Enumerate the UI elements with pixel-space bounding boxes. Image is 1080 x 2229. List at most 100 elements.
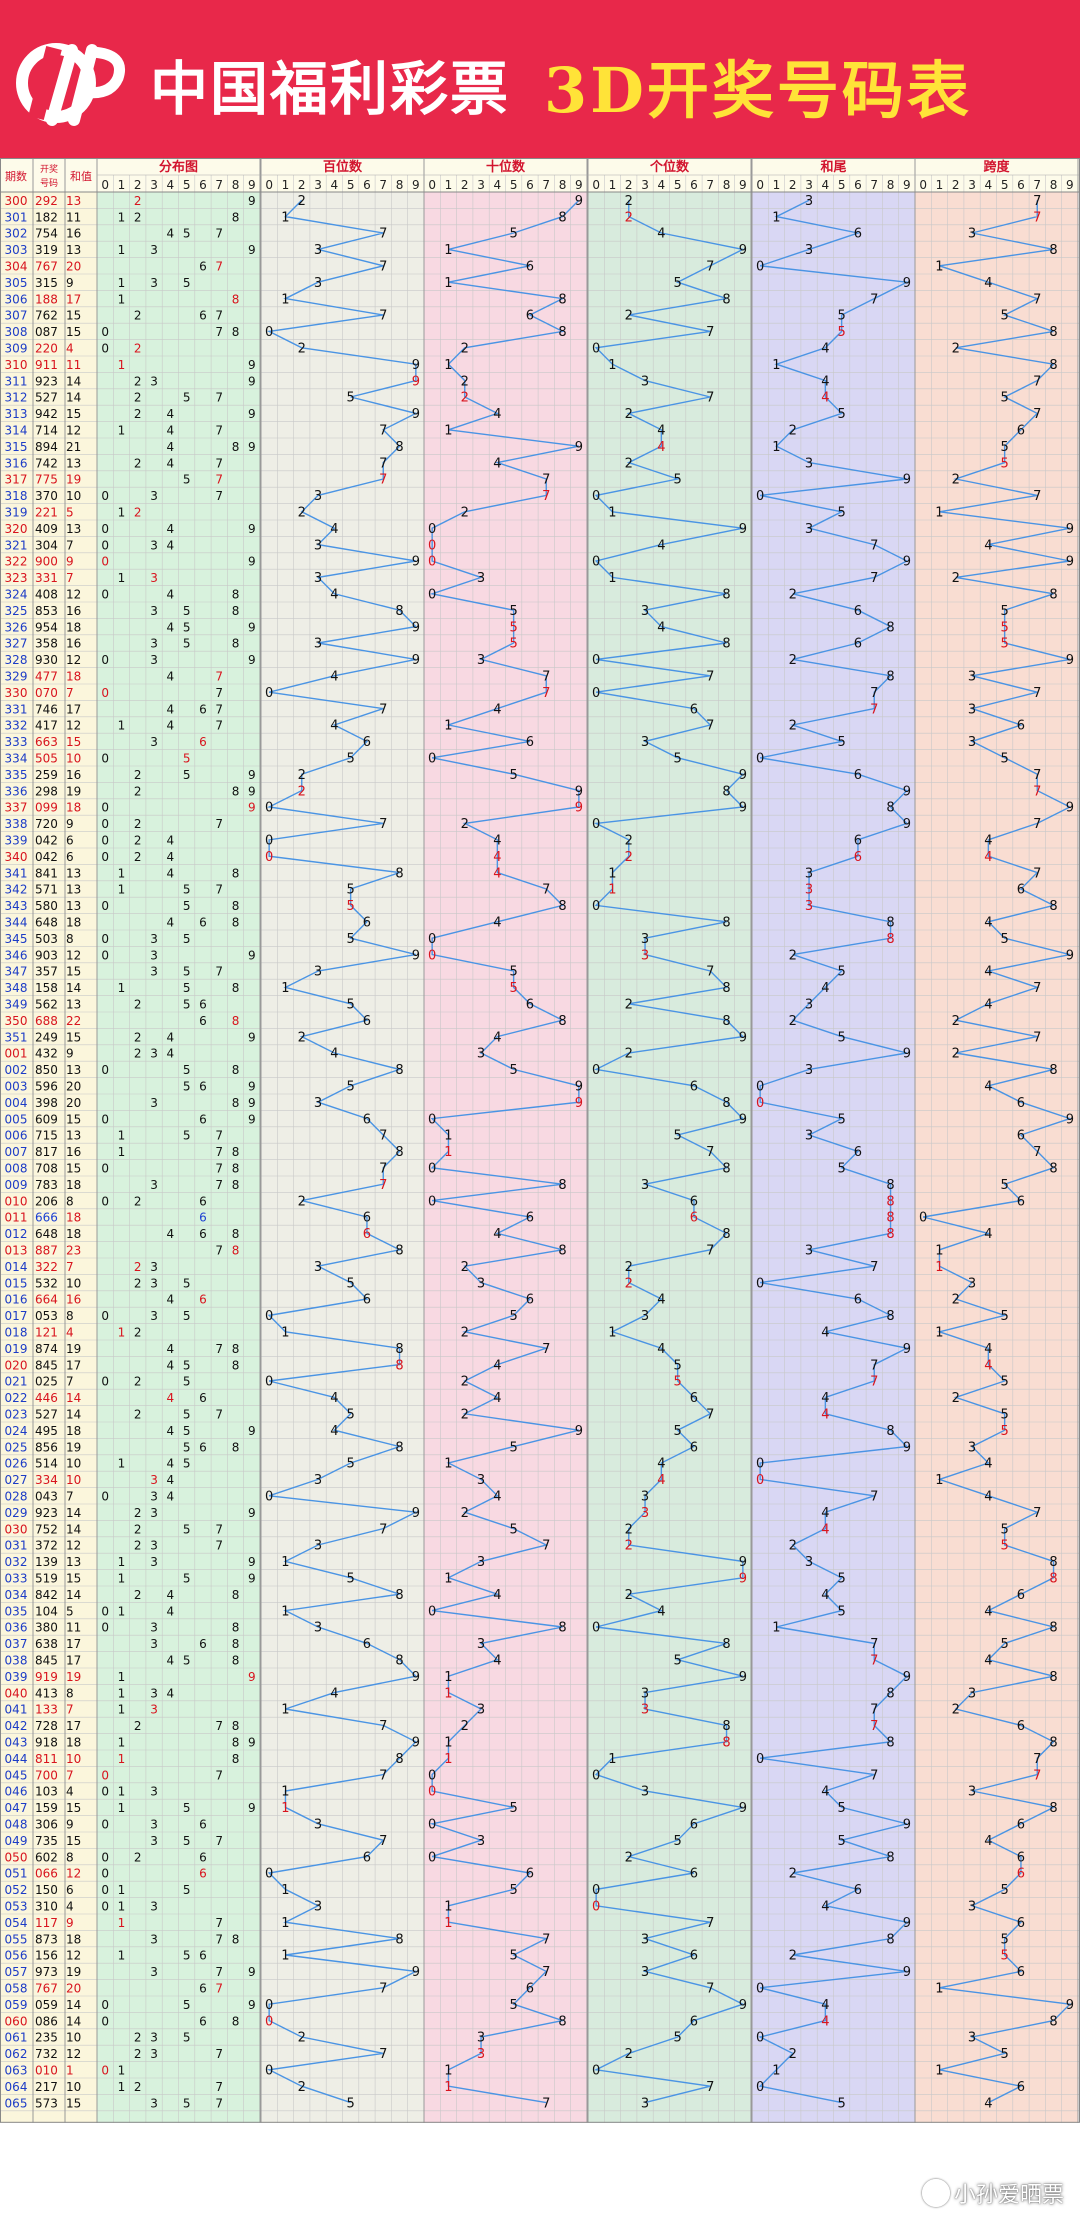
trend-mark: 0 — [756, 2031, 764, 2046]
sum-cell: 14 — [66, 1408, 81, 1422]
sum-cell: 15 — [66, 325, 81, 339]
trend-mark: 5 — [510, 1883, 518, 1898]
number-cell: 103 — [35, 1785, 58, 1799]
section-4-digit-8: 8 — [887, 178, 895, 192]
trend-mark: 0 — [428, 588, 436, 603]
trend-mark: 2 — [789, 1949, 797, 1964]
number-cell: 139 — [35, 1555, 58, 1569]
trend-mark: 7 — [706, 325, 714, 340]
trend-mark: 9 — [903, 1965, 911, 1980]
trend-mark: 5 — [347, 391, 355, 406]
trend-mark: 6 — [690, 1194, 698, 1209]
dist-digit: 3 — [150, 932, 158, 946]
dist-digit: 5 — [183, 276, 191, 290]
number-header-1: 开奖 — [40, 163, 58, 175]
trend-mark: 5 — [838, 325, 846, 340]
trend-mark: 8 — [558, 1178, 566, 1193]
trend-mark: 6 — [854, 227, 862, 242]
trend-mark: 1 — [444, 719, 452, 734]
sum-cell: 7 — [66, 571, 74, 585]
trend-mark: 8 — [722, 292, 730, 307]
dist-digit: 6 — [199, 702, 207, 716]
trend-mark: 1 — [444, 1457, 452, 1472]
dist-digit: 0 — [101, 948, 109, 962]
trend-mark: 6 — [1017, 424, 1025, 439]
trend-mark: 7 — [1033, 817, 1041, 832]
trend-mark: 0 — [756, 2080, 764, 2095]
trend-mark: 4 — [493, 456, 501, 471]
section-2-digit-4: 4 — [494, 178, 502, 192]
section-4-digit-1: 1 — [773, 178, 781, 192]
dist-digit: 8 — [232, 1227, 240, 1241]
period-cell: 060 — [5, 2014, 28, 2028]
trend-mark: 2 — [625, 1047, 633, 1062]
trend-mark: 9 — [1066, 1112, 1074, 1127]
trend-mark: 5 — [838, 1112, 846, 1127]
trend-mark: 9 — [412, 407, 420, 422]
dist-digit: 2 — [134, 1326, 142, 1340]
dist-digit: 7 — [215, 670, 223, 684]
dist-digit: 5 — [183, 1522, 191, 1536]
period-cell: 037 — [5, 1637, 28, 1651]
section-5-digit-0: 0 — [919, 178, 927, 192]
trend-mark: 8 — [722, 1227, 730, 1242]
sum-cell: 14 — [66, 2014, 81, 2028]
dist-digit: 0 — [101, 1998, 109, 2012]
sum-cell: 16 — [66, 227, 81, 241]
trend-mark: 0 — [592, 653, 600, 668]
trend-mark: 8 — [1049, 1670, 1057, 1685]
period-cell: 017 — [5, 1309, 28, 1323]
dist-digit: 9 — [248, 407, 256, 421]
trend-mark: 9 — [1066, 801, 1074, 816]
trend-mark: 0 — [756, 752, 764, 767]
dist-digit: 6 — [199, 260, 207, 274]
dist-digit: 3 — [150, 489, 158, 503]
trend-mark: 5 — [347, 883, 355, 898]
trend-mark: 5 — [347, 1276, 355, 1291]
section-header-4: 和尾 — [820, 159, 846, 175]
number-cell: 648 — [35, 916, 58, 930]
period-cell: 329 — [5, 670, 28, 684]
trend-mark: 8 — [886, 801, 894, 816]
trend-mark: 1 — [608, 1326, 616, 1341]
period-cell: 044 — [5, 1752, 28, 1766]
section-5-digit-3: 3 — [968, 178, 976, 192]
trend-mark: 8 — [1049, 325, 1057, 340]
number-cell: 380 — [35, 1621, 58, 1635]
sum-cell: 10 — [66, 752, 81, 766]
dist-digit: 7 — [215, 2096, 223, 2110]
trend-mark: 3 — [641, 948, 649, 963]
dist-digit: 0 — [101, 801, 109, 815]
sum-cell: 10 — [66, 2080, 81, 2094]
trend-mark: 2 — [952, 342, 960, 357]
trend-mark: 4 — [984, 834, 992, 849]
trend-mark: 7 — [542, 473, 550, 488]
trend-mark: 9 — [903, 1440, 911, 1455]
sum-cell: 4 — [66, 342, 74, 356]
number-cell: 235 — [35, 2031, 58, 2045]
dist-digit: 7 — [215, 1916, 223, 1930]
trend-mark: 4 — [821, 1391, 829, 1406]
trend-line-3 — [758, 199, 910, 2104]
trend-mark: 2 — [789, 1539, 797, 1554]
sum-cell: 16 — [66, 768, 81, 782]
trend-mark: 1 — [772, 1621, 780, 1636]
section-0-digit-8: 8 — [232, 178, 240, 192]
trend-mark: 4 — [493, 834, 501, 849]
sum-cell: 15 — [66, 309, 81, 323]
section-4-digit-0: 0 — [756, 178, 764, 192]
trend-mark: 7 — [542, 883, 550, 898]
dist-digit: 4 — [167, 522, 175, 536]
trend-mark: 4 — [984, 538, 992, 553]
dist-digit: 7 — [215, 227, 223, 241]
dist-digit: 7 — [215, 1522, 223, 1536]
sum-cell: 16 — [66, 637, 81, 651]
trend-mark: 2 — [625, 456, 633, 471]
trend-mark: 7 — [379, 260, 387, 275]
trend-mark: 1 — [935, 2064, 943, 2079]
dist-digit: 8 — [232, 899, 240, 913]
dist-digit: 5 — [183, 883, 191, 897]
trend-mark: 3 — [641, 374, 649, 389]
trend-mark: 7 — [1033, 1030, 1041, 1045]
trend-mark: 0 — [756, 1080, 764, 1095]
